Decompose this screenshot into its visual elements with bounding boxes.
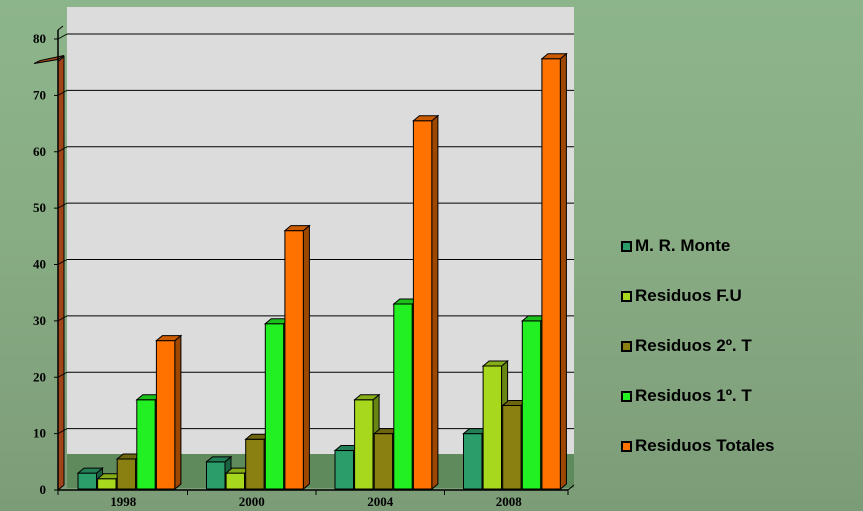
- legend-label: Residuos F.U: [635, 286, 742, 305]
- bar-front: [155, 340, 176, 490]
- x-tick-label: 2004: [367, 494, 394, 509]
- bar-top: [412, 115, 440, 122]
- bar-top: [205, 456, 233, 463]
- gridline-diagonal: [57, 259, 68, 265]
- bar-side: [174, 334, 182, 491]
- x-tick-label: 2000: [239, 494, 265, 509]
- bar-front: [264, 323, 285, 490]
- bar-front: [77, 472, 97, 490]
- legend-label: M. R. Monte: [635, 236, 731, 255]
- bar-front: [393, 303, 413, 490]
- left-wall-cap: [33, 55, 65, 65]
- legend-item-m-r-monte: M. R. Monte: [621, 236, 861, 256]
- bar-side: [302, 224, 310, 491]
- bar-front: [116, 458, 137, 490]
- legend-item-residuos-fu: Residuos F.U: [621, 286, 861, 306]
- legend-item-residuos-2-t: Residuos 2º. T: [621, 336, 861, 356]
- y-tick-label: 40: [33, 257, 46, 272]
- bar-front: [334, 450, 354, 490]
- bar-front: [206, 461, 226, 490]
- gridline-diagonal: [57, 33, 68, 40]
- bar-top: [540, 53, 568, 60]
- bar-front: [463, 433, 483, 490]
- gridline-diagonal: [57, 146, 68, 153]
- bar: [155, 334, 183, 491]
- y-tick-label: 50: [33, 200, 46, 215]
- bar-top: [76, 467, 104, 474]
- legend-item-residuos-totales: Residuos Totales: [621, 436, 861, 456]
- legend-item-residuos-1-t: Residuos 1º. T: [621, 386, 861, 406]
- legend-swatch: [621, 240, 632, 252]
- bar: [283, 224, 311, 491]
- x-tick-label: 2008: [496, 494, 523, 509]
- bar: [540, 52, 568, 491]
- bar-front: [521, 320, 542, 490]
- legend-swatch: [621, 290, 632, 302]
- gridline-diagonal: [57, 371, 68, 378]
- bar-front: [482, 365, 503, 490]
- bar: [412, 114, 440, 491]
- y-tick-label: 30: [33, 313, 46, 328]
- y-tick-label: 20: [33, 369, 46, 384]
- y-axis-cap: [57, 25, 64, 31]
- y-tick-label: 60: [33, 144, 46, 159]
- legend-swatch: [621, 440, 632, 452]
- bar-front: [97, 478, 117, 490]
- bar-front: [412, 120, 433, 490]
- bar-front: [245, 438, 265, 490]
- legend-label: Residuos Totales: [635, 436, 775, 455]
- bar-top: [283, 225, 311, 232]
- x-tick-label: 1998: [110, 494, 137, 509]
- bar-front: [354, 399, 374, 490]
- y-tick-label: 80: [33, 31, 46, 46]
- x-axis-cap: [567, 484, 575, 491]
- gridline-diagonal: [57, 89, 68, 96]
- legend: M. R. Monte Residuos F.U Residuos 2º. T …: [621, 236, 861, 486]
- y-tick-label: 0: [40, 482, 47, 497]
- gridline-diagonal: [57, 428, 68, 435]
- gridline-diagonal: [57, 315, 68, 322]
- y-tick-label: 70: [33, 87, 46, 102]
- bar-front: [136, 399, 156, 490]
- bar-top: [353, 394, 381, 401]
- bar-top: [155, 335, 183, 342]
- bar-side: [431, 114, 439, 491]
- bar-front: [284, 230, 304, 490]
- y-tick-label: 10: [33, 426, 46, 441]
- legend-label: Residuos 2º. T: [635, 336, 752, 355]
- legend-swatch: [621, 390, 632, 402]
- bar-front: [502, 404, 522, 490]
- legend-label: Residuos 1º. T: [635, 386, 752, 405]
- left-side-wall: [57, 55, 65, 492]
- bar-side: [559, 52, 567, 491]
- bar-front: [373, 433, 394, 490]
- gridline-diagonal: [57, 202, 68, 209]
- bar-top: [481, 360, 509, 367]
- legend-swatch: [621, 340, 632, 352]
- bar-front: [225, 472, 246, 490]
- bar-front: [541, 58, 561, 490]
